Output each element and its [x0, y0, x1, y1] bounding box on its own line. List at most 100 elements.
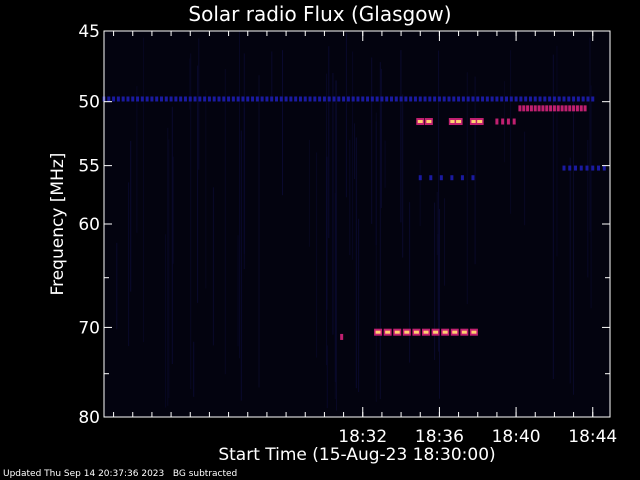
background-streak	[240, 130, 242, 401]
burst-51-5-mhz-band-d	[501, 118, 505, 125]
background-streak	[190, 53, 192, 390]
x-tick-label: 18:36	[415, 427, 464, 447]
burst-core-70-5-mhz-band	[452, 330, 458, 334]
burst-49-8-mhz-band	[150, 96, 154, 102]
burst-49-8-mhz-band	[519, 96, 523, 102]
background-streak	[143, 37, 144, 343]
burst-49-8-mhz-band	[543, 96, 547, 102]
burst-49-8-mhz-band	[298, 96, 302, 102]
burst-49-8-mhz-band	[428, 96, 432, 102]
background-streak	[552, 54, 554, 379]
burst-49-8-mhz-band	[557, 96, 561, 102]
background-streak	[589, 37, 591, 233]
background-streak	[308, 139, 310, 247]
background-streak	[419, 160, 421, 226]
burst-49-8-mhz-band	[447, 96, 451, 102]
burst-49-8-mhz-band	[251, 96, 255, 102]
burst-core-70-5-mhz-band	[394, 330, 400, 334]
background-streak	[556, 45, 558, 257]
burst-49-8-mhz-band	[399, 96, 403, 102]
burst-56-mhz-band	[439, 175, 443, 181]
burst-49-8-mhz-band	[289, 96, 293, 102]
y-tick-label: 55	[78, 157, 100, 177]
burst-50-5-mhz-band	[549, 105, 553, 112]
burst-core-70-5-mhz-band	[385, 330, 391, 334]
burst-49-8-mhz-band	[155, 96, 159, 102]
burst-49-8-mhz-band	[418, 96, 422, 102]
burst-49-8-mhz-band	[145, 96, 149, 102]
background-streak	[326, 345, 328, 409]
burst-49-8-mhz-band	[390, 96, 393, 102]
burst-49-8-mhz-band	[241, 96, 245, 102]
burst-49-8-mhz-band	[375, 96, 379, 102]
burst-71-mhz-spot	[340, 333, 344, 340]
background-streak	[439, 209, 440, 399]
burst-49-8-mhz-band	[222, 96, 226, 102]
background-streak	[334, 80, 336, 383]
background-streak	[400, 50, 402, 223]
burst-core-51-5-mhz-band-c	[477, 120, 483, 124]
burst-49-8-mhz-band	[212, 96, 216, 102]
burst-49-8-mhz-band	[572, 96, 576, 102]
background-streak	[355, 137, 357, 389]
y-tick-label: 60	[78, 215, 100, 235]
burst-49-8-mhz-band	[198, 96, 202, 102]
background-streak	[510, 50, 512, 214]
x-tick-label: 18:32	[338, 427, 387, 447]
burst-49-8-mhz-band	[136, 96, 140, 102]
burst-55-mhz-band	[597, 165, 600, 171]
burst-49-8-mhz-band	[548, 96, 552, 102]
burst-49-8-mhz-band	[346, 96, 350, 102]
burst-50-5-mhz-band	[537, 105, 541, 112]
burst-49-8-mhz-band	[461, 96, 465, 102]
burst-49-8-mhz-band	[433, 96, 437, 102]
background-streak	[354, 123, 355, 179]
y-tick-label: 70	[78, 318, 100, 338]
burst-core-51-5-mhz-band-b	[450, 120, 456, 124]
burst-49-8-mhz-band	[227, 96, 231, 102]
burst-49-8-mhz-band	[514, 96, 518, 102]
background-streak	[379, 62, 381, 400]
burst-49-8-mhz-band	[490, 96, 494, 102]
burst-49-8-mhz-band	[236, 96, 240, 102]
burst-49-8-mhz-band	[356, 96, 360, 102]
burst-49-8-mhz-band	[207, 96, 211, 102]
burst-49-8-mhz-band	[437, 96, 441, 102]
background-streak	[352, 51, 354, 260]
burst-50-5-mhz-band	[545, 105, 549, 112]
burst-55-mhz-band	[562, 165, 566, 171]
burst-core-51-5-mhz-band-b	[456, 120, 462, 124]
background-streak	[316, 152, 318, 358]
background-streak	[436, 192, 438, 255]
burst-49-8-mhz-band	[246, 96, 250, 102]
update-footer: Updated Thu Sep 14 20:37:36 2023 BG subt…	[3, 469, 238, 479]
burst-56-mhz-band	[471, 175, 475, 181]
burst-49-8-mhz-band	[380, 96, 384, 102]
burst-49-8-mhz-band	[322, 96, 326, 102]
burst-49-8-mhz-band	[313, 96, 317, 102]
burst-core-70-5-mhz-band	[423, 330, 429, 334]
burst-49-8-mhz-band	[442, 96, 446, 102]
burst-51-5-mhz-band-d	[495, 118, 499, 125]
burst-50-5-mhz-band	[564, 105, 568, 112]
burst-core-70-5-mhz-band	[461, 330, 467, 334]
burst-49-8-mhz-band	[284, 96, 288, 102]
burst-50-5-mhz-band	[522, 105, 526, 112]
background-streak	[282, 50, 283, 196]
burst-core-70-5-mhz-band	[404, 330, 410, 334]
burst-49-8-mhz-band	[332, 96, 336, 102]
background-streak	[375, 121, 377, 246]
burst-49-8-mhz-band	[294, 96, 298, 102]
burst-49-8-mhz-band	[581, 96, 585, 102]
burst-55-mhz-band	[591, 165, 595, 171]
burst-50-5-mhz-band	[526, 105, 530, 112]
burst-49-8-mhz-band	[260, 96, 264, 102]
x-tick-label: 18:44	[568, 427, 617, 447]
burst-core-51-5-mhz-band-c	[471, 120, 477, 124]
burst-50-5-mhz-band	[579, 105, 583, 112]
burst-56-mhz-band	[429, 175, 433, 181]
background-streak	[590, 85, 592, 309]
burst-49-8-mhz-band	[533, 96, 537, 102]
burst-50-5-mhz-band	[583, 105, 587, 112]
burst-50-5-mhz-band	[552, 105, 556, 112]
